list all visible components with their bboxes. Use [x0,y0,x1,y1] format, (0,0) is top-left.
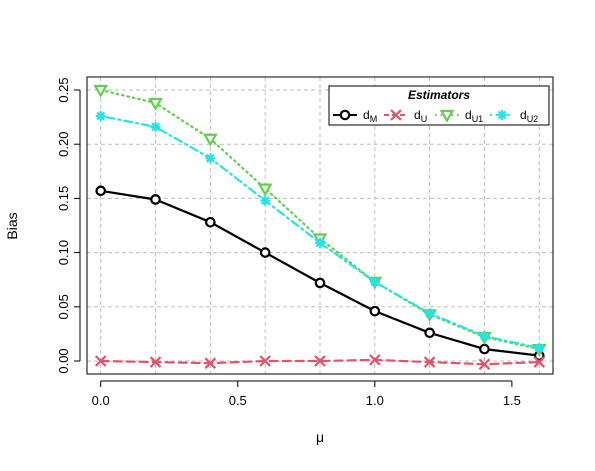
y-tick-label: 0.05 [56,294,71,319]
data-point-dU2 [95,111,106,122]
x-tick-label: 0.0 [92,393,110,408]
data-point-dM [479,343,490,355]
data-point-dM [95,185,107,197]
legend-label-subscript: U2 [527,114,539,124]
y-tick-label: 0.10 [56,240,71,265]
legend-label-subscript: U [421,114,428,124]
plot-frame [86,76,554,375]
legend-title: Estimators [408,88,470,102]
legend-label-subscript: U1 [472,114,484,124]
data-point-dU2 [369,276,380,287]
data-point-dM [259,247,271,258]
x-tick-label: 0.5 [229,393,247,408]
legend-marker [439,109,455,123]
legend-marker [390,109,402,121]
y-axis: 0.00 0.05 0.10 0.15 0.20 0.25 [56,77,81,374]
data-point-dU [423,356,436,368]
data-point-dU [94,355,107,367]
grid-lines [87,77,553,374]
data-point-dU [314,355,326,367]
data-point-dM [369,305,381,317]
legend-box [328,85,550,126]
series-layer [93,84,547,371]
data-point-dU2 [479,331,490,342]
x-axis-title: μ [316,429,324,445]
legend-label-subscript: M [370,114,378,124]
x-tick-label: 1.5 [503,393,521,408]
data-point-dU [149,356,162,368]
y-tick-label: 0.00 [56,348,71,373]
data-point-dU2 [534,342,545,353]
data-point-dU1 [148,97,163,111]
y-axis-title: Bias [4,212,20,239]
data-point-dU2 [260,195,271,206]
series-dM [95,185,545,361]
data-point-dU1 [93,84,109,98]
series-dU [94,354,546,371]
series-line-dU [99,358,541,366]
data-point-dU [204,357,217,369]
x-tick-label: 1.0 [366,393,384,408]
data-point-dU1 [257,183,273,197]
data-point-dM [314,277,326,289]
data-point-dU2 [315,237,325,248]
legend-marker [497,110,507,120]
data-point-dU2 [205,153,216,164]
data-point-dM [150,194,161,205]
legend-entry-dU: dU [384,108,427,124]
data-point-dU [478,358,491,371]
y-tick-label: 0.15 [56,186,71,211]
legend-marker [339,109,351,121]
data-point-dU [259,355,271,367]
data-point-dU1 [202,133,218,147]
series-dU2 [95,111,545,353]
data-point-dU2 [424,308,435,319]
data-point-dU [533,356,546,368]
data-point-dU [369,354,381,366]
data-point-dM [205,216,216,228]
x-axis: 0.0 0.5 1.0 1.5 [92,380,521,408]
data-point-dM [424,327,435,339]
y-tick-label: 0.25 [56,77,71,102]
y-tick-label: 0.20 [56,132,71,157]
data-point-dU2 [150,121,161,132]
